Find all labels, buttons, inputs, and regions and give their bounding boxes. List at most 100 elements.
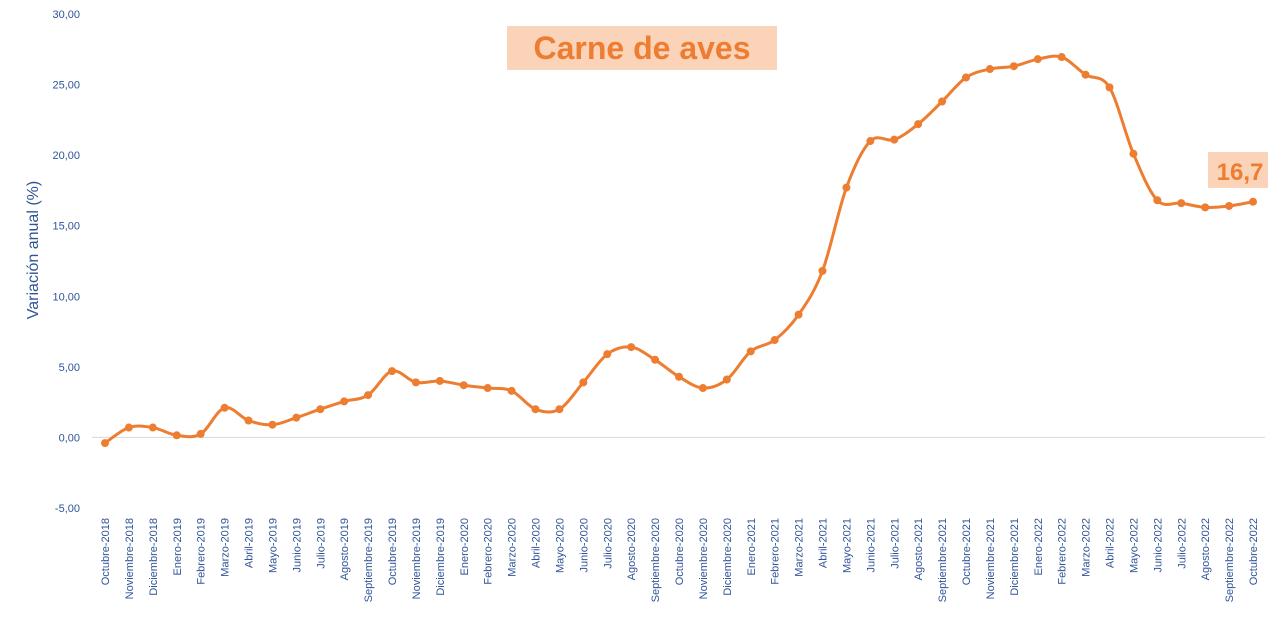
x-tick-label: Enero-2021: [746, 518, 758, 576]
point: [220, 403, 229, 412]
x-tick-label: Enero-2020: [459, 518, 471, 576]
x-tick-label: Agosto-2022: [1200, 518, 1212, 580]
x-tick-label: Noviembre-2019: [411, 518, 423, 599]
x-tick-label: Mayo-2020: [554, 518, 566, 573]
point: [172, 431, 181, 440]
point: [388, 367, 396, 376]
x-tick-label: Febrero-2021: [770, 518, 782, 585]
x-tick-label: Mayo-2019: [267, 518, 279, 573]
point: [148, 423, 157, 432]
point: [651, 355, 660, 364]
y-tick-label: -5,00: [55, 503, 80, 515]
point: [818, 266, 827, 275]
x-tick-label: Septiembre-2021: [937, 518, 949, 602]
x-tick-label: Mayo-2022: [1128, 518, 1140, 573]
y-tick-label: 5,00: [59, 362, 80, 374]
point: [1105, 83, 1114, 92]
point: [1225, 201, 1234, 210]
x-tick-label: Junio-2021: [865, 518, 877, 572]
point: [292, 413, 301, 422]
x-tick-label: Noviembre-2020: [698, 518, 710, 599]
point: [722, 375, 731, 384]
point: [1177, 199, 1186, 208]
x-tick-label: Febrero-2020: [483, 518, 495, 585]
point: [435, 376, 444, 385]
x-tick-label: Enero-2019: [172, 518, 184, 576]
point: [340, 397, 349, 406]
point: [1249, 197, 1257, 206]
point: [483, 384, 492, 393]
point: [316, 405, 325, 414]
point: [101, 439, 109, 448]
x-tick-label: Febrero-2022: [1057, 518, 1069, 585]
y-tick-label: 15,00: [52, 221, 80, 233]
point: [627, 343, 636, 352]
point: [1153, 196, 1162, 205]
point: [770, 336, 779, 345]
x-tick-label: Diciembre-2018: [148, 518, 160, 596]
x-tick-label: Junio-2019: [291, 518, 303, 572]
x-tick-label: Septiembre-2022: [1224, 518, 1236, 602]
y-tick-label: 25,00: [52, 80, 80, 92]
point: [268, 420, 277, 429]
x-tick-label: Octubre-2022: [1248, 518, 1260, 585]
x-tick-label: Agosto-2019: [339, 518, 351, 580]
x-tick-label: Abril-2022: [1105, 518, 1117, 568]
point: [962, 73, 970, 82]
point: [675, 372, 683, 381]
point: [364, 391, 373, 400]
point: [1033, 55, 1042, 64]
x-tick-label: Marzo-2020: [507, 518, 519, 577]
point: [938, 97, 947, 106]
point: [1081, 70, 1090, 79]
x-tick-label: Marzo-2022: [1081, 518, 1093, 577]
point: [603, 350, 612, 359]
x-tick-label: Octubre-2021: [961, 518, 973, 585]
point: [555, 405, 564, 414]
point: [244, 416, 253, 425]
title-box: [507, 26, 777, 70]
point: [124, 423, 133, 432]
x-tick-label: Julio-2022: [1176, 518, 1188, 569]
point: [1057, 53, 1066, 62]
x-tick-label: Junio-2022: [1152, 518, 1164, 572]
x-tick-label: Agosto-2020: [626, 518, 638, 580]
x-tick-label: Junio-2020: [578, 518, 590, 572]
x-tick-label: Noviembre-2021: [985, 518, 997, 599]
x-tick-label: Mayo-2021: [841, 518, 853, 573]
point: [531, 405, 540, 414]
point: [914, 120, 923, 129]
x-tick-label: Abril-2020: [531, 518, 543, 568]
x-tick-label: Diciembre-2020: [722, 518, 734, 596]
x-tick-label: Marzo-2019: [220, 518, 232, 577]
x-tick-label: Abril-2021: [818, 518, 830, 568]
x-tick-label: Octubre-2019: [387, 518, 399, 585]
point: [1201, 203, 1210, 212]
annotation: 16,7: [1217, 159, 1264, 186]
y-tick-label: 30,00: [52, 9, 80, 21]
x-tick-label: Julio-2019: [315, 518, 327, 569]
point: [842, 183, 851, 192]
x-tick-label: Octubre-2020: [674, 518, 686, 585]
x-tick-label: Septiembre-2020: [650, 518, 662, 602]
point: [985, 65, 994, 74]
x-tick-label: Diciembre-2019: [435, 518, 447, 596]
y-tick-label: 10,00: [52, 291, 80, 303]
x-tick-label: Enero-2022: [1033, 518, 1045, 576]
point: [411, 378, 420, 387]
point: [1009, 62, 1018, 71]
y-tick-label: 0,00: [59, 432, 80, 444]
point: [579, 378, 588, 387]
y-tick-label: 20,00: [52, 150, 80, 162]
point: [866, 137, 875, 146]
y-axis-label: Variación anual (%): [25, 181, 42, 319]
x-tick-label: Febrero-2019: [196, 518, 208, 585]
line: [104, 54, 1254, 445]
x-tick-label: Julio-2020: [602, 518, 614, 569]
chart-title: Carne de aves: [533, 30, 750, 66]
point: [746, 347, 755, 356]
point: [890, 135, 899, 144]
point: [794, 310, 803, 319]
x-tick-label: Julio-2021: [889, 518, 901, 569]
